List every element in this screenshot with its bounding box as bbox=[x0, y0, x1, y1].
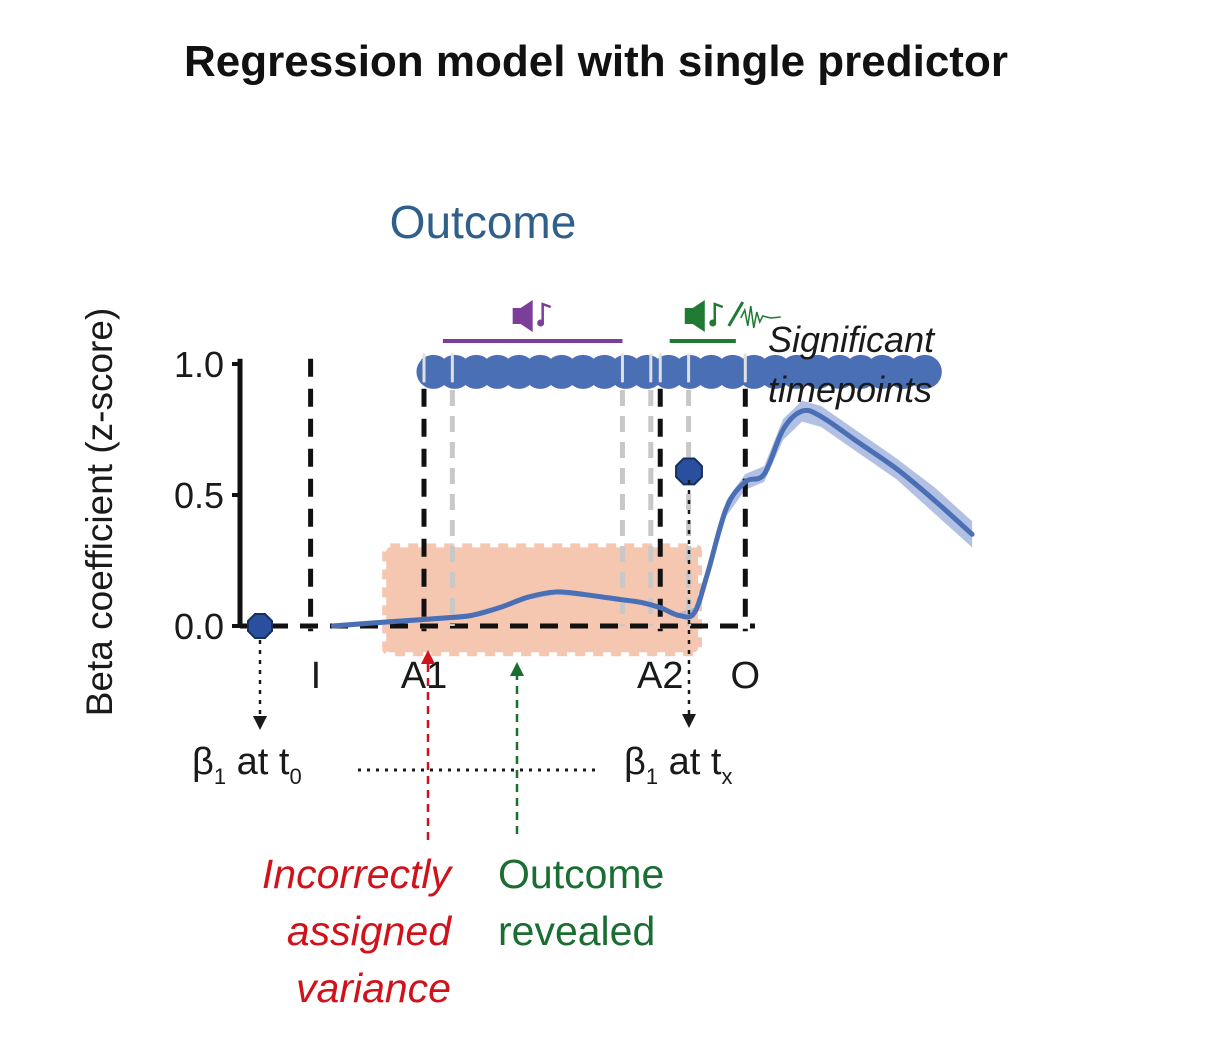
beta-t0-label: β1 at t0 bbox=[192, 741, 302, 789]
music-note-shape bbox=[713, 302, 724, 322]
significant-label-line2: timepoints bbox=[768, 369, 932, 410]
chart-title: Regression model with single predictor bbox=[184, 37, 1008, 86]
noise-wave-shape bbox=[740, 305, 781, 329]
y-tick-label: 1.0 bbox=[174, 344, 224, 385]
series-line-Outcome bbox=[330, 407, 975, 629]
beta-tx-label: β1 at tx bbox=[624, 741, 732, 789]
revealed-label-line2: revealed bbox=[498, 908, 655, 954]
significant-label-line1: Significant bbox=[768, 319, 936, 360]
point-tx bbox=[675, 457, 703, 486]
series-title: Outcome bbox=[390, 196, 577, 248]
revealed-label-line1: Outcome bbox=[498, 851, 664, 897]
series-line-layer bbox=[330, 407, 975, 629]
point-t0 bbox=[246, 612, 274, 640]
incorrect-label-line2: assigned bbox=[287, 908, 452, 954]
y-axis-label: Beta coefficient (z-score) bbox=[79, 308, 120, 717]
outcome-revealed-arrowhead bbox=[510, 662, 524, 676]
event-lines-layer: I A1 A2 O bbox=[308, 358, 761, 697]
speaker-music-icon bbox=[512, 300, 552, 332]
sound-bars-layer bbox=[442, 300, 781, 343]
y-tick-label: 0.0 bbox=[174, 606, 224, 647]
t0-arrowhead bbox=[253, 716, 267, 730]
speaker-music-noise-icon bbox=[684, 300, 781, 332]
significant-dots-layer bbox=[416, 353, 942, 389]
music-note-shape bbox=[541, 302, 552, 322]
incorrect-label-line1: Incorrectly bbox=[262, 851, 454, 897]
incorrect-label-line3: variance bbox=[296, 965, 451, 1011]
significant-dot bbox=[907, 354, 942, 389]
event-label-O: O bbox=[731, 655, 761, 697]
music-note-head bbox=[537, 319, 545, 327]
incorrect-variance-arrowhead bbox=[421, 650, 435, 664]
slash-shape bbox=[727, 301, 745, 327]
tx-arrowhead bbox=[682, 714, 696, 728]
speaker-shape bbox=[684, 300, 705, 332]
y-tick-label: 0.5 bbox=[174, 475, 224, 516]
event-label-A2: A2 bbox=[637, 655, 683, 697]
axis-layer: 0.0 0.5 1.0 bbox=[174, 344, 755, 647]
points-layer bbox=[246, 457, 703, 640]
music-note-head bbox=[709, 319, 717, 327]
speaker-shape bbox=[512, 300, 533, 332]
event-label-I: I bbox=[311, 655, 322, 697]
